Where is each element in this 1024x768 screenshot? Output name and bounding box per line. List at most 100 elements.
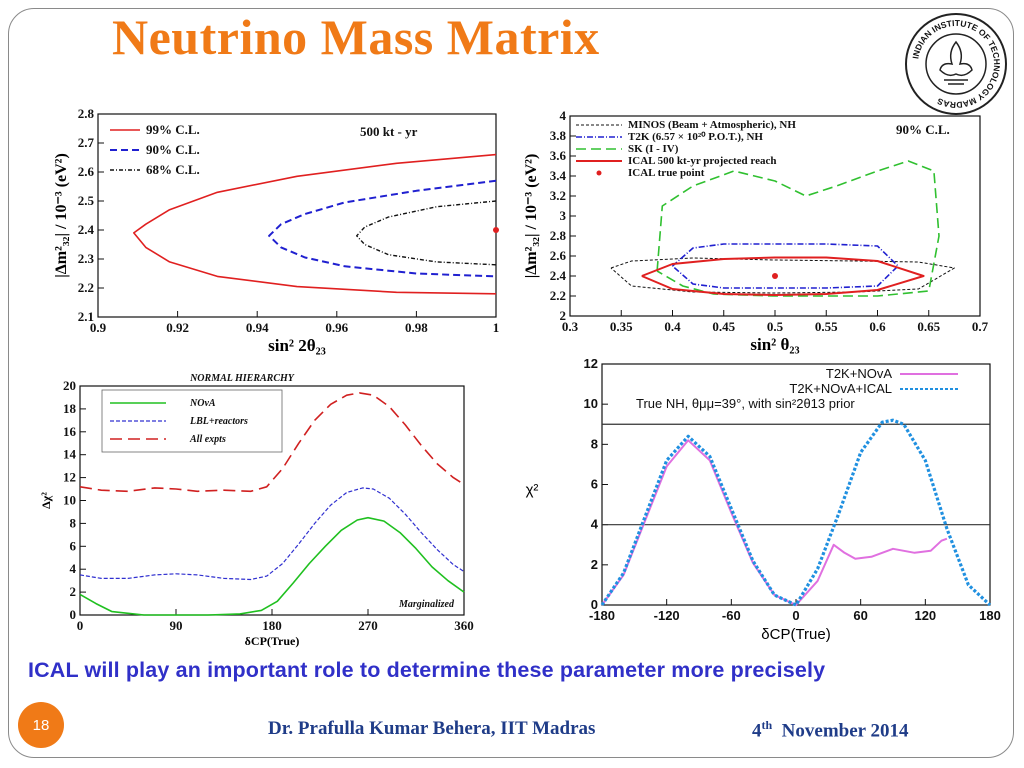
x-axis-label: δCP(True)	[245, 634, 300, 648]
plot-frame	[601, 363, 991, 606]
y-tick-label: 3.6	[550, 148, 567, 163]
summary-text: ICAL will play an important role to dete…	[28, 658, 826, 682]
y-tick-label: 12	[63, 470, 76, 485]
series-line	[133, 153, 497, 295]
y-tick-label: 0	[70, 607, 77, 622]
y-tick-label: 2.8	[550, 228, 567, 243]
y-tick-label: 2.2	[550, 288, 566, 303]
y-tick-label: 6	[70, 538, 77, 553]
slide-title: Neutrino Mass Matrix	[112, 9, 600, 65]
y-axis-label: Δχ²	[39, 492, 53, 509]
y-tick-label: 4	[591, 517, 599, 532]
y-tick-label: 16	[63, 424, 77, 439]
y-tick-label: 2.4	[78, 222, 95, 237]
legend-label: 68% C.L.	[146, 162, 200, 177]
y-tick-label: 2.5	[78, 193, 95, 208]
slide-frame	[8, 8, 1014, 758]
x-tick-label: 180	[979, 608, 1001, 623]
series-line	[79, 392, 465, 493]
x-tick-label: 0.5	[767, 319, 784, 334]
x-axis-label: sin² θ₂₃	[750, 335, 799, 354]
plot-chi2-dcp: -180 -120 -60 0 60 120 180 0 2 4 6 8 10 12 T2K+NOvAT2K…	[526, 356, 1001, 643]
y-tick-label: 2.8	[78, 106, 95, 121]
x-tick-label: 0.65	[917, 319, 940, 334]
series-line	[601, 439, 948, 606]
y-tick-label: 0	[591, 597, 598, 612]
plot-sin2-2theta23: 0.9 0.92 0.94 0.96 0.98 1 2.1 2.2 2.3 2.4 2.5 2.6 2.…	[53, 106, 500, 355]
presentation-date: 4th November 2014	[752, 718, 909, 742]
y-axis-label: |Δm²₃₂| / 10⁻³ (eV²)	[53, 153, 70, 278]
y-tick-label: 4	[70, 561, 77, 576]
y-tick-label: 10	[584, 396, 598, 411]
x-tick-label: 0	[792, 608, 799, 623]
series-line	[671, 243, 899, 289]
y-tick-label: 2	[560, 308, 567, 323]
y-tick-label: 2.6	[78, 164, 95, 179]
plot-sin2-theta23: 0.3 0.35 0.4 0.45 0.5 0.55 0.6 0.65 0.7 2 2.2 2.4 2.…	[523, 108, 989, 354]
y-tick-label: 3	[560, 208, 567, 223]
x-tick-label: 0.96	[325, 320, 348, 335]
legend-label: ICAL 500 kt-yr projected reach	[628, 155, 776, 167]
plot-annotation: 500 kt - yr	[360, 124, 418, 139]
y-axis-label: |Δm²₃₂| / 10⁻³ (eV²)	[523, 154, 540, 279]
legend-label: SK (I - IV)	[628, 143, 679, 155]
x-tick-label: -60	[722, 608, 741, 623]
legend-swatch	[596, 170, 602, 176]
x-tick-label: 0.92	[166, 320, 189, 335]
series-line	[79, 516, 465, 616]
chart-title: NORMAL HIERARCHY	[189, 373, 295, 384]
x-tick-label: 90	[170, 618, 183, 633]
x-tick-label: 60	[853, 608, 867, 623]
legend-label: LBL+reactors	[189, 416, 248, 427]
plot-note: True NH, θμμ=39°, with sin²2θ13 prior	[636, 396, 855, 411]
y-tick-label: 20	[63, 378, 76, 393]
y-tick-label: 2	[591, 557, 598, 572]
x-tick-label: 0.7	[972, 319, 989, 334]
plot-delta-chi2-normal-hierarchy: 0 90 180 270 360 0 2 4 6 8 10 12 14 16 18 20 NORMAL HIER…	[39, 373, 474, 648]
x-tick-label: 0.3	[562, 319, 579, 334]
plot-annotation: Marginalized	[398, 599, 455, 610]
y-tick-label: 14	[63, 447, 77, 462]
date-suffix: th	[761, 718, 773, 732]
y-tick-label: 3.2	[550, 188, 566, 203]
x-tick-label: 360	[454, 618, 474, 633]
legend-label: MINOS (Beam + Atmospheric), NH	[628, 119, 796, 131]
series-line	[641, 256, 925, 296]
slide-number: 18	[18, 702, 64, 748]
legend-label: 99% C.L.	[146, 122, 200, 137]
x-tick-label: 0	[77, 618, 84, 633]
x-tick-label: 0.55	[815, 319, 838, 334]
y-tick-label: 18	[63, 401, 77, 416]
x-tick-label: 0.4	[664, 319, 681, 334]
x-tick-label: 0.94	[246, 320, 269, 335]
legend-label: 90% C.L.	[146, 142, 200, 157]
x-tick-label: 0.45	[712, 319, 735, 334]
x-axis-label: sin² 2θ₂₃	[268, 336, 326, 355]
x-tick-label: 0.35	[610, 319, 633, 334]
true-point-marker	[772, 273, 778, 279]
y-tick-label: 2.1	[78, 309, 94, 324]
date-month-year: November 2014	[781, 720, 909, 742]
x-tick-label: -120	[654, 608, 680, 623]
y-tick-label: 2.6	[550, 248, 567, 263]
legend-label: T2K+NOvA	[826, 366, 892, 381]
x-tick-label: 0.9	[90, 320, 107, 335]
y-tick-label: 2	[70, 584, 77, 599]
y-tick-label: 2.7	[78, 135, 95, 150]
x-tick-label: 180	[262, 618, 282, 633]
y-tick-label: 3.4	[550, 168, 567, 183]
legend-label: ICAL true point	[628, 167, 705, 179]
y-tick-label: 10	[63, 493, 76, 508]
y-tick-label: 6	[591, 477, 598, 492]
plot-annotation: 90% C.L.	[896, 122, 950, 137]
plot-frame	[569, 115, 981, 317]
y-tick-label: 3.8	[550, 128, 567, 143]
x-tick-label: -180	[589, 608, 615, 623]
x-tick-label: 1	[493, 320, 500, 335]
series-line	[356, 200, 497, 266]
y-tick-label: 8	[591, 436, 598, 451]
legend-label: T2K+NOvA+ICAL	[789, 381, 892, 396]
y-tick-label: 2.4	[550, 268, 567, 283]
true-point-marker	[493, 227, 499, 233]
series-line	[268, 179, 497, 278]
